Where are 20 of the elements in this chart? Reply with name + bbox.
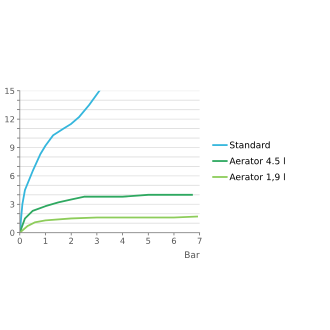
- y-tick-label: 0: [10, 230, 14, 236]
- legend-label: Aerator 4.5 l: [229, 157, 285, 164]
- x-tick-label: 5: [146, 238, 150, 244]
- x-tick-label: 1: [44, 238, 48, 244]
- x-tick-label: 0: [18, 238, 22, 244]
- x-axis-title: Bar: [185, 251, 200, 258]
- line-series: [20, 194, 193, 233]
- line-series: [20, 216, 198, 233]
- x-tick-label: 2: [69, 238, 73, 244]
- y-tick-label: 9: [10, 144, 14, 151]
- x-tick-label: 6: [172, 238, 176, 244]
- legend-label: Standard: [230, 141, 270, 148]
- y-tick-label: 3: [10, 201, 14, 208]
- x-tick-label: 7: [198, 238, 202, 244]
- y-tick-label: 12: [5, 116, 14, 122]
- y-tick-label: 15: [5, 88, 14, 94]
- y-tick-label: 6: [10, 172, 14, 180]
- legend-label: Aerator 1,9 l: [229, 173, 285, 182]
- x-tick-label: 3: [94, 238, 99, 244]
- x-tick-label: 4: [120, 238, 125, 244]
